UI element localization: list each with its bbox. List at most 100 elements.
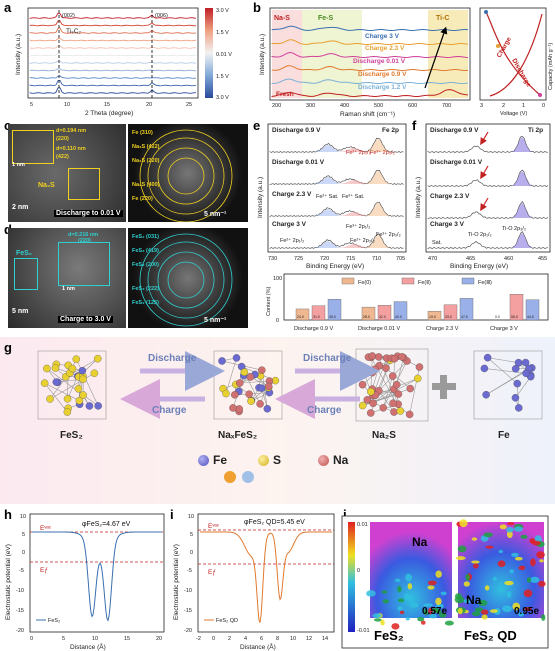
charge-density-blob	[529, 576, 540, 583]
scale-d: 5 nm	[12, 308, 29, 315]
raman-xtick-3: 400	[340, 103, 349, 109]
panel-a-xrd: (002) (006) Ti₃C₂ 5 10 15 20 25 2 Theta …	[15, 7, 232, 117]
xrd-curve	[29, 52, 197, 57]
species-fe: Fe	[498, 430, 510, 441]
j-label-2: FeS₂ QD	[464, 628, 517, 643]
cbar-tick-3: 0.01 V	[216, 52, 232, 58]
caption-c: Discharge to 0.01 V	[54, 210, 123, 217]
scale-c: 2 nm	[12, 204, 29, 211]
xrd-ylabel: Intensity (a.u.)	[15, 34, 22, 75]
raman-xlabel: Raman shift (cm⁻¹)	[340, 111, 395, 118]
arrow-charge-2: Charge	[307, 405, 342, 416]
xrd-curve	[29, 45, 197, 49]
ring-d2: FeS₂ (419)	[132, 248, 159, 254]
legend-fe: Fe	[198, 453, 227, 467]
atom	[229, 404, 237, 412]
ti-xps-component	[428, 137, 548, 152]
bar-Fe(Ⅲ)	[393, 301, 408, 321]
fe-xtick-2: 725	[294, 256, 303, 262]
atom	[511, 394, 520, 402]
fe-peak-2: Fe³⁺ 2p₃/₂	[370, 149, 395, 156]
j-scale-bot: -0.01	[357, 628, 370, 634]
panel-letter-d: d	[4, 222, 12, 237]
fe-xlabel: Binding Energy (eV)	[306, 263, 364, 270]
charge-density-blob	[457, 545, 467, 553]
charge-density-blob	[506, 591, 512, 598]
xrd-curve	[29, 87, 197, 94]
ring-c1: Fe (310)	[132, 130, 153, 136]
atom	[396, 407, 405, 415]
charge-density-blob	[536, 551, 545, 559]
raman-xtick-5: 600	[408, 103, 417, 109]
xrd-curve	[29, 68, 197, 72]
atom	[79, 391, 87, 399]
raman-xtick-4: 500	[374, 103, 383, 109]
i-ylabel: Electrostatic potential (eV)	[173, 544, 180, 620]
atom	[374, 353, 383, 361]
legend-swatch	[461, 277, 475, 285]
atom	[85, 402, 94, 410]
tem-image-c: d=0.194 nm (220) d=0.110 nm (422) Na₂S 2…	[8, 124, 126, 222]
side-ylabel: Capacity (mAh g⁻¹)	[548, 43, 554, 90]
species-naxfes2: NaₓFeS₂	[218, 430, 258, 441]
xrd-xtick-1: 5	[30, 102, 33, 108]
i-xtick-3: 2	[228, 636, 231, 642]
fe-xps-curve	[269, 233, 404, 250]
charge-density-blob	[538, 580, 546, 587]
atom	[43, 364, 51, 373]
charge-density-blob	[481, 609, 489, 615]
bar-Fe(Ⅱ)	[377, 305, 392, 321]
atom	[63, 408, 72, 416]
content-cat-1: Discharge 0.9 V	[294, 326, 333, 332]
charge-density-blob	[397, 606, 403, 611]
charge-density-blob	[524, 607, 532, 612]
atom	[245, 390, 253, 398]
cbar-tick-4: 1.5 V	[216, 74, 229, 80]
side-xtick-3: 1	[522, 103, 525, 109]
atom	[521, 358, 530, 367]
panel-letter-h: h	[4, 507, 12, 522]
fe-state-2: Discharge 0.01 V	[272, 159, 325, 166]
atom	[79, 375, 87, 384]
atom	[236, 379, 244, 387]
panel-f-xps: Discharge 0.9 V Discharge 0.01 V Charge …	[415, 123, 551, 270]
fe-ylabel: Intensity (a.u.)	[257, 177, 264, 218]
atom	[511, 365, 520, 373]
h-xlabel: Distance (Å)	[70, 642, 106, 651]
charge-density-blob	[518, 612, 525, 617]
charge-density-blob	[474, 607, 484, 612]
arrow-charge-1: Charge	[152, 405, 187, 416]
arrow-discharge-1: Discharge	[148, 353, 197, 364]
h-evac: Eᵛᵃᶜ	[40, 525, 52, 532]
fe-peak-1: Fe²⁺ 2p₃/₂	[346, 149, 371, 156]
charge-density-blob	[444, 620, 454, 626]
fe-xtick-5: 710	[372, 256, 381, 262]
fe-xps-curve	[269, 169, 404, 186]
region-na-s: Na-S	[274, 15, 290, 22]
inset-scale-d: 1 nm	[62, 286, 75, 292]
panel-letter-g: g	[4, 340, 12, 355]
charge-density-blob	[381, 590, 388, 594]
ti-xps-component	[428, 233, 548, 248]
fe-xps-component	[270, 209, 404, 216]
ti-xps-component	[428, 203, 548, 218]
lattice-c1: d=0.194 nm	[56, 128, 87, 134]
lattice-d2: (220)	[78, 238, 91, 244]
charge-density-blob	[481, 614, 488, 620]
xrd-curve	[29, 12, 197, 19]
i-xtick-9: 14	[322, 636, 328, 642]
species-na2s: Na₂S	[372, 430, 396, 441]
side-xtick-1: 3	[480, 103, 483, 109]
bond	[49, 372, 95, 400]
saed-d: FeS₂ (031) FeS₂ (419) FeS₂ (200) FeS₂ (2…	[128, 228, 248, 328]
fe-title: Fe 2p	[382, 127, 399, 134]
bar-Fe(Ⅱ)	[443, 304, 458, 321]
side-discharge: Discharge	[510, 58, 532, 89]
atom	[258, 366, 266, 374]
h-xtick-2: 5	[62, 636, 65, 642]
atom	[52, 378, 61, 386]
raman-label-discharge-09v: Discharge 0.9 V	[358, 71, 407, 78]
bar-Fe(Ⅲ)	[459, 298, 474, 321]
bar-Fe(Ⅲ)	[525, 299, 540, 321]
charge-density-blob	[372, 613, 382, 619]
